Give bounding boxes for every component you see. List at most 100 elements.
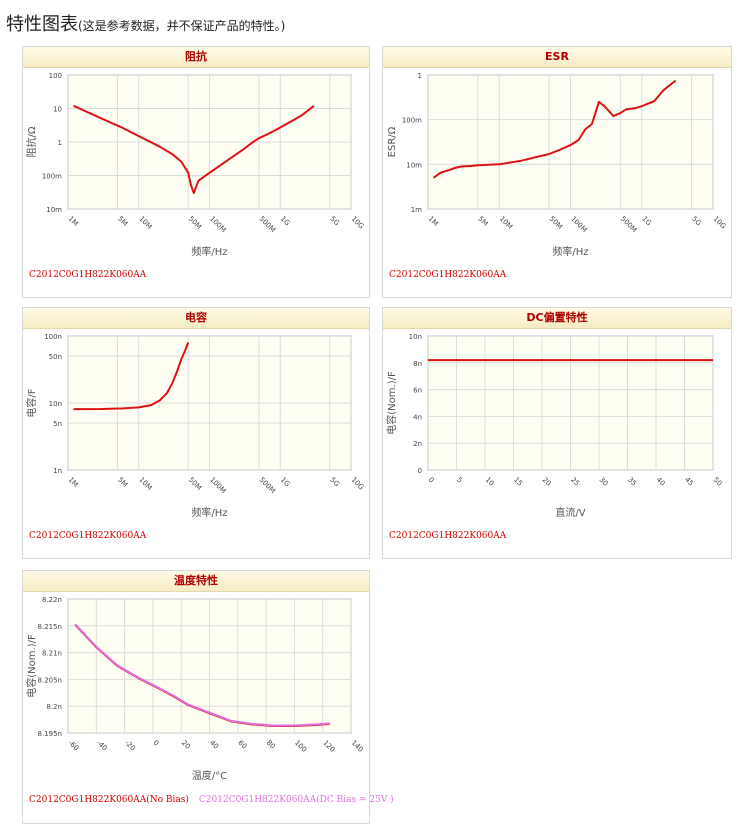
- chart-footer: C2012C0G1H822K060AA(No Bias) C2012C0G1H82…: [29, 795, 394, 805]
- y-tick-label: 6n: [413, 387, 422, 395]
- y-tick-label: 10: [53, 106, 62, 114]
- x-axis-label: 频率/Hz: [191, 245, 227, 258]
- x-tick-label: 1M: [67, 215, 80, 228]
- footer-series: C2012C0G1H822K060AA: [29, 531, 147, 541]
- y-axis-label: 电容(Nom.)/F: [385, 371, 398, 435]
- x-tick-label: 10M: [137, 476, 153, 492]
- x-tick-label: 10: [484, 476, 496, 488]
- series-line: [74, 623, 330, 727]
- y-tick-label: 1: [58, 139, 62, 147]
- x-tick-label: 5: [455, 476, 464, 485]
- x-tick-label: 10G: [712, 215, 728, 231]
- y-tick-label: 2n: [413, 440, 422, 448]
- x-tick-label: 10G: [350, 476, 366, 492]
- y-axis-label: 电容/F: [25, 388, 38, 417]
- x-tick-label: 500M: [258, 215, 277, 234]
- y-tick-label: 8.21n: [42, 650, 62, 658]
- x-tick-label: 120: [321, 739, 336, 754]
- y-tick-label: 8.22n: [42, 596, 62, 604]
- x-tick-label: -60: [67, 739, 81, 753]
- page-note: (这是参考数据，并不保证产品的特性。): [78, 19, 286, 33]
- y-tick-label: 8n: [413, 360, 422, 368]
- y-tick-label: 4n: [413, 413, 422, 421]
- x-tick-label: 20: [180, 739, 192, 751]
- esr-chart: 1 100m 10m 1m 1M 5M 10M 50M 100M 500M 1G 5G 10G 频率/Hz…: [387, 72, 728, 258]
- x-tick-label: 15: [512, 476, 524, 488]
- page-title-text: 特性图表: [6, 14, 78, 35]
- x-tick-label: 5G: [690, 215, 703, 228]
- y-tick-label: 8.2n: [46, 703, 62, 711]
- x-tick-label: 20: [541, 476, 553, 488]
- x-tick-label: 50M: [187, 215, 203, 231]
- series-line: [73, 104, 315, 194]
- x-tick-label: 5G: [328, 476, 341, 489]
- temperature-chart-panel: 温度特性 8.22n 8.215n 8.21n 8.205n 8.2n 8.195n -60…: [22, 570, 394, 824]
- x-tick-label: 45: [683, 476, 695, 488]
- x-tick-label: 10M: [137, 215, 153, 231]
- x-tick-label: 1M: [427, 215, 440, 228]
- x-tick-label: 40: [208, 739, 220, 751]
- x-tick-label: 1M: [67, 476, 80, 489]
- dcbias-chart: 10n 8n 6n 4n 2n 00 5 10 15 20 25 30 35 40 45 50 直流/V 电容(N…: [385, 333, 724, 519]
- x-tick-label: 0: [427, 476, 436, 485]
- x-tick-label: 50M: [548, 215, 564, 231]
- x-axis-label: 直流/V: [555, 506, 585, 519]
- x-tick-label: -40: [95, 739, 109, 753]
- x-tick-label: 100M: [208, 476, 227, 495]
- x-tick-label: 5M: [476, 215, 489, 228]
- chart-title: DC偏置特性: [383, 308, 731, 329]
- x-tick-label: 500M: [619, 215, 638, 234]
- y-tick-label: 100: [49, 72, 62, 80]
- x-tick-label: 1G: [640, 215, 653, 228]
- y-axis-label: ESR/Ω: [387, 126, 398, 157]
- y-tick-label: 10n: [409, 333, 422, 341]
- x-tick-label: 50: [712, 476, 724, 488]
- y-tick-label: 100m: [42, 173, 62, 181]
- chart-footer: C2012C0G1H822K060AA: [29, 531, 146, 541]
- y-tick-label: 1: [418, 72, 422, 80]
- x-tick-label: 35: [626, 476, 638, 488]
- footer-series: C2012C0G1H822K060AA: [29, 270, 147, 280]
- chart-title: 阻抗: [23, 47, 369, 68]
- y-tick-label: 5n: [53, 420, 62, 428]
- chart-title: 温度特性: [23, 571, 369, 592]
- impedance-chart: 100 10 1 100m 10m 1M 5M 10M 50M 100M 500M 1G 5G 10G 频率…: [25, 72, 365, 258]
- x-tick-label: 500M: [258, 476, 277, 495]
- x-tick-label: -20: [123, 739, 137, 753]
- page-title: 特性图表(这是参考数据，并不保证产品的特性。): [6, 10, 285, 36]
- y-tick-label: 10m: [46, 206, 62, 214]
- footer-series: C2012C0G1H822K060AA: [389, 270, 507, 280]
- x-tick-label: 50M: [187, 476, 203, 492]
- x-tick-label: 10M: [498, 215, 514, 231]
- footer-series: C2012C0G1H822K060AA(No Bias): [29, 795, 189, 805]
- chart-title: ESR: [383, 47, 731, 68]
- x-tick-label: 100M: [208, 215, 227, 234]
- x-tick-label: 5M: [116, 476, 129, 489]
- y-tick-label: 100m: [402, 117, 422, 125]
- esr-chart-panel: ESR 1 100m 10m 1m 1M 5M 10M 50M 100M 500M 1G 5G 10G 频…: [382, 46, 732, 298]
- chart-title: 电容: [23, 308, 369, 329]
- y-tick-label: 10n: [49, 400, 62, 408]
- y-tick-label: 10m: [406, 161, 422, 169]
- x-tick-label: 0: [151, 739, 160, 748]
- x-tick-label: 40: [655, 476, 667, 488]
- x-tick-label: 1G: [279, 476, 292, 489]
- x-tick-label: 30: [598, 476, 610, 488]
- x-axis-label: 频率/Hz: [191, 506, 227, 519]
- y-tick-label: 8.205n: [38, 676, 62, 684]
- y-tick-label: 1n: [53, 467, 62, 475]
- footer-series: C2012C0G1H822K060AA(DC Bias = 25V ): [198, 795, 394, 805]
- y-tick-label: 100n: [44, 333, 62, 341]
- chart-footer: C2012C0G1H822K060AA: [29, 270, 146, 280]
- capacitance-chart-panel: 电容 100n 50n 10n 5n 1n 1M 5M 10M 50M 100M 500M 1G 5G 1…: [22, 307, 370, 559]
- x-tick-label: 100: [293, 739, 308, 754]
- y-tick-label: 0: [418, 467, 422, 475]
- x-tick-label: 1G: [279, 215, 292, 228]
- y-axis-label: 电容(Nom.)/F: [25, 634, 38, 698]
- temperature-chart: 8.22n 8.215n 8.21n 8.205n 8.2n 8.195n -60 -40 -2…: [25, 596, 365, 782]
- x-tick-label: 5M: [116, 215, 129, 228]
- x-axis-label: 温度/°C: [192, 769, 227, 782]
- capacitance-chart: 100n 50n 10n 5n 1n 1M 5M 10M 50M 100M 500M 1G 5G 10G 频…: [25, 333, 366, 519]
- chart-footer: C2012C0G1H822K060AA: [389, 270, 506, 280]
- series-line: [73, 342, 190, 411]
